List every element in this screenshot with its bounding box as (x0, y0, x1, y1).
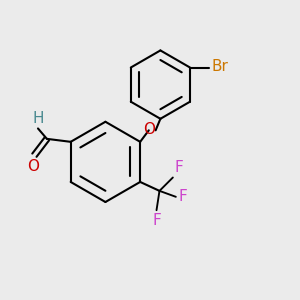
Text: H: H (32, 111, 44, 126)
Text: F: F (174, 160, 183, 175)
Text: O: O (143, 122, 155, 137)
Text: Br: Br (211, 59, 228, 74)
Text: F: F (178, 189, 187, 204)
Text: O: O (27, 159, 39, 174)
Text: F: F (152, 213, 161, 228)
